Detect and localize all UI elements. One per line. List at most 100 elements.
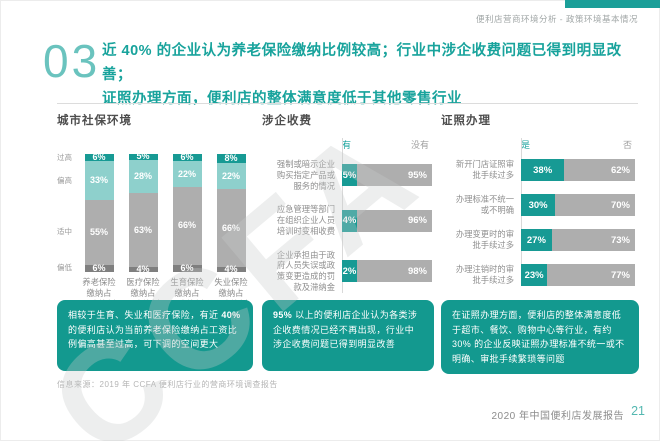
- note-box-enterprise-fees: 95% 以上的便利店企业认为各类涉企收费情况已经不再出现，行业中涉企收费问题已得…: [262, 300, 434, 371]
- stacked-bar: 6% 33% 55% 6%: [84, 152, 114, 273]
- hbar-plot: 是否新开门店证照审 批手续过多 38% 62% 办理标准不统一 或不明确 30% 70% 办理变…: [441, 138, 639, 286]
- bar-pair: 27% 73%: [521, 229, 635, 251]
- bar-segment: 8%: [216, 154, 246, 164]
- legend-spacer: [262, 138, 342, 151]
- bar-row-label: 办理变更时的审 批手续过多: [441, 229, 521, 251]
- x-axis-label-line: 养老保险: [82, 277, 116, 287]
- stacked-bar-unit: 6%33%55%6%养老保险缴纳占工资比例: [77, 152, 121, 309]
- bar-row-label: 新开门店证照审 批手续过多: [441, 159, 521, 181]
- bar-row: 企业承担由于政 府人员失误或政 策变更造成的罚 款及滞纳金 2% 98%: [262, 250, 434, 293]
- bar-row-label-line: 强制或暗示企业: [276, 159, 335, 169]
- bar-row-label: 企业承担由于政 府人员失误或政 策变更造成的罚 款及滞纳金: [262, 250, 342, 293]
- page-title: 近 40% 的企业认为养老保险缴纳比例较高；行业中涉企收费问题已得到明显改善； …: [102, 40, 642, 112]
- hbar-plot: 有没有 强制或暗示企业 购买指定产品或 服务的情况 5% 95% 应急管理等部门 在组织企业人…: [262, 138, 434, 293]
- chart-enterprise-fees: 涉企收费 有没有 强制或暗示企业 购买指定产品或 服务的情况 5% 95% 应急管理等部门在…: [262, 112, 434, 293]
- page-number: 21: [631, 404, 645, 418]
- bar-row-label-line: 批手续过多: [472, 170, 515, 180]
- chart-social-security: 城市社保环境 过高偏高适中偏低6%33%55%6%养老保险缴纳占工资比例5%28…: [57, 112, 257, 309]
- bar-segment: 28%: [128, 159, 158, 193]
- bar-row-label-line: 新开门店证照审: [455, 159, 514, 170]
- section-number: 03: [43, 35, 101, 87]
- bar-row-label-line: 批手续过多: [472, 275, 515, 285]
- page-title-line2: 证照办理方面，便利店的整体满意度低于其他零售行业: [102, 90, 462, 107]
- bar-segment: 6%: [84, 263, 114, 273]
- chart-title: 证照办理: [441, 115, 491, 127]
- bar-yes-segment: 2%: [342, 260, 357, 283]
- bar-segment: 22%: [172, 161, 202, 188]
- legend-yes-label: 是: [521, 140, 531, 150]
- bar-segment: 22%: [216, 163, 246, 190]
- bar-yes-segment: 30%: [521, 194, 556, 216]
- bar-row-label: 办理注销时的审 批手续过多: [441, 264, 521, 286]
- bar-row-label-line: 款及滞纳金: [293, 282, 336, 293]
- stacked-bar-row-label: 过高: [57, 152, 72, 162]
- stacked-bar-row-label: 偏低: [57, 263, 72, 273]
- bar-segment: 6%: [172, 263, 202, 273]
- bar-pair: 2% 98%: [342, 260, 432, 283]
- bar-row: 办理注销时的审 批手续过多 23% 77%: [441, 264, 639, 286]
- bar-segment: 33%: [84, 161, 114, 201]
- stacked-bar-unit: 8%22%66%4%失业保险缴纳占工资比例: [209, 154, 253, 309]
- note-box-license: 在证照办理方面，便利店的整体满意度低于超市、餐饮、购物中心等行业，有约 30% …: [441, 300, 639, 375]
- bar-row-label-line: 或不明确: [480, 205, 514, 215]
- bar-segment: 4%: [128, 265, 158, 273]
- legend-row: 有 没有: [262, 138, 434, 151]
- x-axis-label-line: 缴纳占: [174, 287, 200, 298]
- bar-row-label-line: 批手续过多: [472, 240, 515, 250]
- note-highlight: 40%: [221, 310, 241, 320]
- bar-segment: 55%: [84, 200, 114, 265]
- bar-pair: 5% 95%: [342, 164, 432, 187]
- legend-labels: 是否: [521, 138, 635, 151]
- legend-no-label: 没有: [410, 140, 429, 150]
- legend-no-label: 否: [622, 140, 632, 150]
- bar-no-segment: 95%: [357, 164, 432, 187]
- bar-row: 应急管理等部门 在组织企业人员 培训时变相收费 4% 96%: [262, 204, 434, 236]
- note-text: 以上的便利店企业认为各类涉企收费情况已经不再出现，行业中涉企收费问题已得到明显改…: [273, 310, 418, 350]
- page-title-line1: 近 40% 的企业认为养老保险缴纳比例较高；行业中涉企收费问题已得到明显改善；: [102, 43, 622, 83]
- header-divider: [57, 103, 638, 104]
- note-text: 的便利店认为当前养老保险缴纳占工资比例偏高甚至过高，可下调的空间更大: [68, 324, 238, 350]
- bar-no-segment: 96%: [357, 209, 432, 232]
- bar-segment: 6%: [84, 152, 114, 162]
- note-text: 相较于生育、失业和医疗保险，有近: [68, 310, 222, 320]
- bar-segment: 66%: [216, 189, 246, 268]
- bar-pair: 38% 62%: [521, 159, 635, 181]
- stacked-bar-unit: 5%28%63%4%医疗保险缴纳占工资比例: [121, 152, 165, 309]
- bar-row-label-line: 办理标准不统一: [455, 194, 514, 205]
- x-axis-label-line: 缴纳占: [130, 287, 156, 298]
- bar-yes-segment: 4%: [342, 209, 357, 232]
- stacked-bar-row-label: 适中: [57, 227, 72, 237]
- bar-segment: 6%: [172, 152, 202, 162]
- bar-no-segment: 77%: [547, 264, 635, 286]
- bar-row-label-line: 购买指定产品或: [276, 169, 335, 180]
- bar-yes-segment: 23%: [521, 264, 548, 286]
- source-note: 信息来源：2019 年 CCFA 便利店行业的营商环境调查报告: [57, 380, 278, 389]
- stacked-bar-row-label: 偏高: [57, 175, 72, 185]
- x-axis-label-line: 失业保险: [214, 277, 248, 287]
- bar-no-segment: 62%: [564, 159, 635, 181]
- chart-title: 涉企收费: [262, 115, 312, 127]
- bar-yes-segment: 27%: [521, 229, 552, 251]
- bar-row-label-line: 府人员失误或政: [276, 260, 335, 271]
- stacked-bar: 6% 22% 66% 6%: [172, 152, 202, 273]
- chart-license-handling: 证照办理 是否新开门店证照审 批手续过多 38% 62% 办理标准不统一 或不明确 30% 7…: [441, 112, 639, 286]
- bar-no-segment: 70%: [555, 194, 635, 216]
- chart-title: 城市社保环境: [57, 115, 132, 127]
- bar-segment: 63%: [128, 192, 158, 268]
- legend-spacer: [441, 138, 521, 151]
- bar-row: 新开门店证照审 批手续过多 38% 62%: [441, 159, 639, 181]
- top-accent-bar: [565, 0, 660, 8]
- bar-row-label-line: 在组织企业人员: [276, 215, 335, 226]
- bar-yes-segment: 38%: [521, 159, 565, 181]
- bar-row-label: 应急管理等部门 在组织企业人员 培训时变相收费: [262, 204, 342, 236]
- x-axis-label-line: 缴纳占: [218, 287, 244, 298]
- bar-row-label-line: 办理注销时的审: [455, 264, 514, 275]
- x-axis-label-line: 缴纳占: [86, 287, 112, 298]
- bar-row-label-line: 企业承担由于政: [276, 249, 335, 260]
- note-text: 在证照办理方面，便利店的整体满意度低于超市、餐饮、购物中心等行业，有约 30% …: [452, 310, 625, 364]
- note-highlight: 95%: [273, 310, 293, 320]
- bar-no-segment: 98%: [357, 260, 432, 283]
- bar-segment: 5%: [128, 152, 158, 161]
- breadcrumb: 便利店营商环境分析 - 政策环境基本情况: [475, 14, 638, 24]
